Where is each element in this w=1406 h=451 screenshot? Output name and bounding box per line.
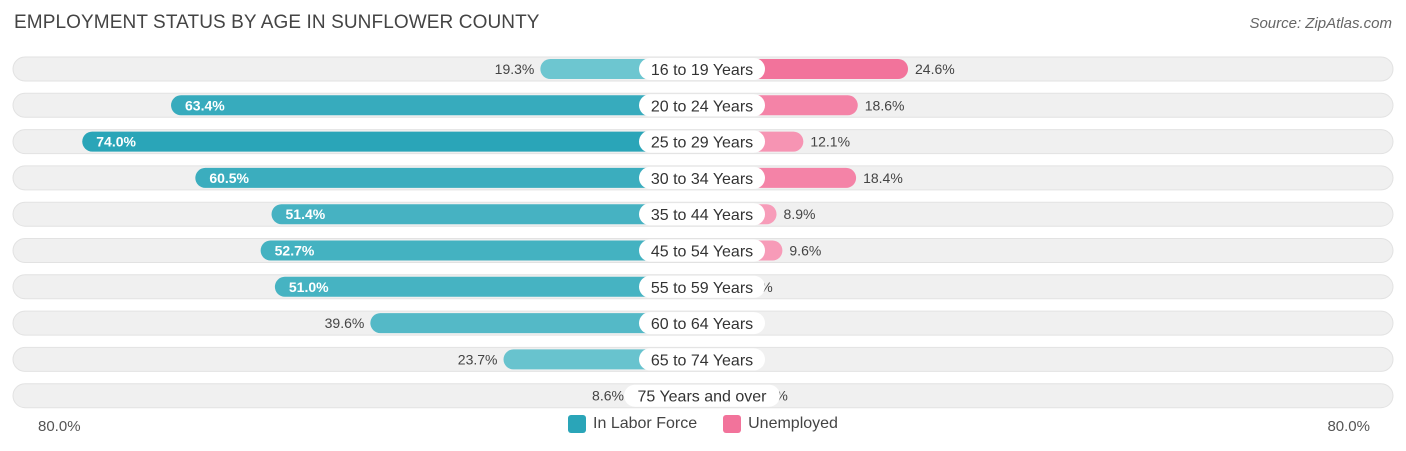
bar-labor-force <box>260 240 702 261</box>
category-pill <box>639 166 765 189</box>
legend-item-unemployed[interactable]: Unemployed <box>723 415 838 433</box>
category-pill <box>639 275 765 298</box>
value-label-unemployed: 8.9% <box>784 206 816 222</box>
bar-labor-force <box>274 276 702 297</box>
value-label-unemployed: 24.6% <box>915 61 955 77</box>
bar-labor-force <box>195 167 702 188</box>
axis-left-label: 80.0% <box>38 418 81 435</box>
value-label-unemployed: 18.6% <box>865 97 905 113</box>
bar-labor-force <box>171 95 702 116</box>
category-label: 30 to 34 Years <box>651 171 753 188</box>
category-label: 75 Years and over <box>638 389 768 406</box>
value-label-labor-force: 19.3% <box>495 61 535 77</box>
source-label: Source: ZipAtlas.com <box>1249 15 1392 32</box>
legend-label-unemployed: Unemployed <box>748 415 838 432</box>
legend-item-labor-force[interactable]: In Labor Force <box>568 415 697 433</box>
category-label: 60 to 64 Years <box>651 316 753 333</box>
category-label: 16 to 19 Years <box>651 62 753 79</box>
category-pill <box>639 94 765 117</box>
axis-right-label: 80.0% <box>1327 418 1370 435</box>
legend-swatch-labor-force <box>568 415 587 433</box>
category-pill <box>639 348 765 371</box>
category-pill <box>639 130 765 153</box>
value-label-labor-force: 51.4% <box>286 206 326 222</box>
value-label-unemployed: 9.6% <box>789 243 821 259</box>
legend: In Labor Force Unemployed <box>0 415 1406 433</box>
category-label: 65 to 74 Years <box>651 352 753 369</box>
value-label-labor-force: 52.7% <box>275 243 315 259</box>
value-label-labor-force: 60.5% <box>209 170 249 186</box>
value-label-unemployed: 18.4% <box>863 170 903 186</box>
value-label-labor-force: 23.7% <box>458 351 498 367</box>
category-label: 45 to 54 Years <box>651 244 753 261</box>
chart-title: EMPLOYMENT STATUS BY AGE IN SUNFLOWER CO… <box>14 12 540 33</box>
value-label-labor-force: 51.0% <box>289 279 329 295</box>
value-label-labor-force: 8.6% <box>592 388 624 404</box>
category-label: 35 to 44 Years <box>651 207 753 224</box>
category-label: 25 to 29 Years <box>651 135 753 152</box>
category-pill <box>639 312 765 335</box>
value-label-labor-force: 39.6% <box>325 315 365 331</box>
value-label-unemployed: 12.1% <box>810 134 850 150</box>
category-pill <box>639 239 765 262</box>
value-label-labor-force: 63.4% <box>185 97 225 113</box>
bar-labor-force <box>82 131 702 152</box>
value-label-labor-force: 74.0% <box>96 134 136 150</box>
legend-label-labor-force: In Labor Force <box>593 415 698 432</box>
category-label: 20 to 24 Years <box>651 98 753 115</box>
category-label: 55 to 59 Years <box>651 280 753 297</box>
category-pill <box>624 384 780 407</box>
bar-labor-force <box>370 313 702 334</box>
bar-labor-force <box>271 204 702 225</box>
legend-swatch-unemployed <box>723 415 742 433</box>
category-pill <box>639 203 765 226</box>
category-pill <box>639 58 765 80</box>
